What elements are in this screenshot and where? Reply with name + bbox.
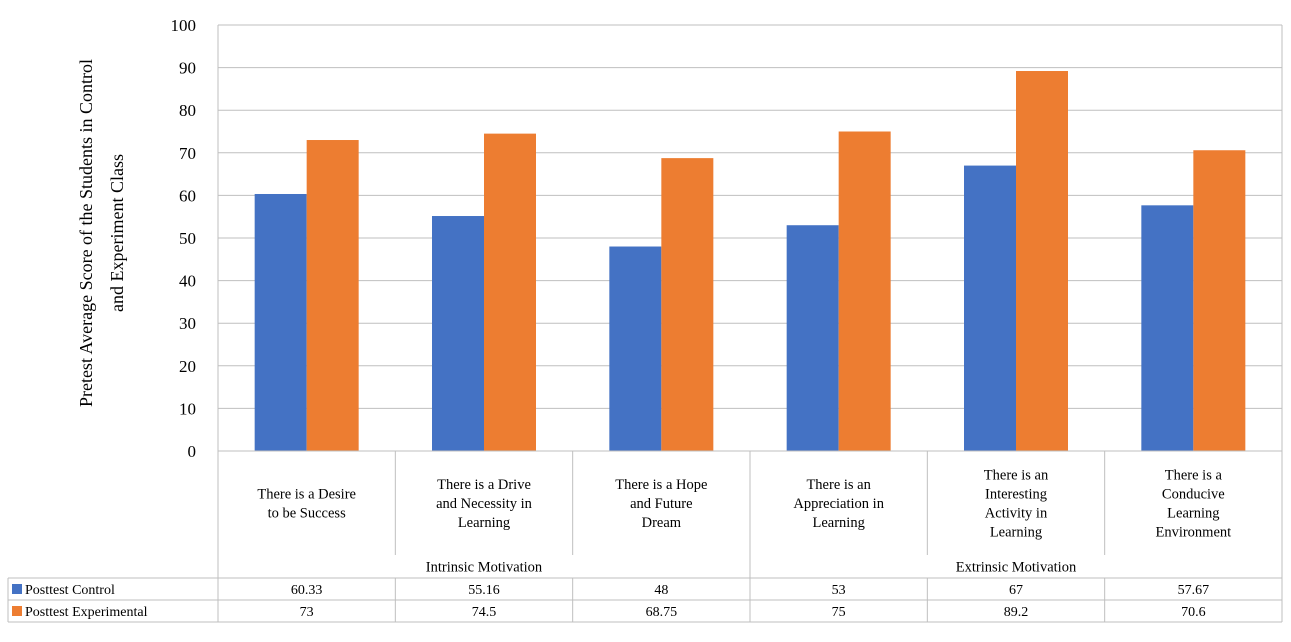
y-tick-label: 100 (171, 16, 197, 35)
data-table-value: 68.75 (646, 605, 678, 620)
legend-entry: Posttest Experimental (25, 605, 148, 620)
data-table-value: 57.67 (1178, 583, 1210, 598)
y-tick-label: 90 (179, 59, 196, 78)
y-tick-label: 70 (179, 144, 196, 163)
x-tick-label: There is a Desire to be Success (257, 487, 356, 522)
y-tick-label: 50 (179, 229, 196, 248)
bar-control-5 (964, 165, 1016, 451)
bar-control-4 (786, 225, 839, 451)
data-table-value: 73 (300, 605, 314, 620)
bar-control-6 (1141, 205, 1194, 451)
data-table-value: 55.16 (468, 583, 500, 598)
data-table: There is a Desire to be Success There is a… (7, 451, 1283, 623)
y-tick-label: 80 (179, 101, 196, 120)
bar-experimental-2 (484, 133, 536, 451)
bar-experimental-4 (838, 131, 891, 451)
bar-experimental-3 (661, 158, 714, 451)
bar-experimental-6 (1193, 150, 1246, 451)
y-tick-label: 60 (179, 186, 196, 205)
x-tick-label: There is a Drive and Necessity in Learning (436, 477, 533, 531)
y-tick-label: 0 (188, 442, 197, 461)
data-table-value: 48 (654, 583, 668, 598)
x-tick-label: There is an Interesting Activity in Learnin… (984, 468, 1049, 541)
y-tick-label: 40 (179, 272, 196, 291)
bars (254, 71, 1246, 452)
bar-control-2 (432, 216, 484, 451)
legend-swatch (12, 584, 22, 594)
x-tick-label: There is a Hope and Future Dream (615, 477, 707, 531)
data-table-value: 89.2 (1004, 605, 1029, 620)
data-table-value: 60.33 (291, 583, 323, 598)
legend-entry: Posttest Control (25, 583, 115, 598)
y-axis-label-line-1: Pretest Average Score of the Students in… (76, 59, 96, 407)
y-axis-ticks: 0 10 20 30 40 50 60 70 80 90 100 (171, 16, 197, 461)
bar-control-3 (609, 246, 662, 451)
bar-control-1 (254, 193, 307, 451)
x-tick-label: There is a Conducive Learning Environment (1155, 468, 1231, 541)
y-tick-label: 20 (179, 357, 196, 376)
data-table-value: 70.6 (1181, 605, 1206, 620)
data-table-value: 67 (1009, 583, 1023, 598)
data-table-value: 75 (832, 605, 846, 620)
y-tick-label: 30 (179, 314, 196, 333)
data-table-value: 53 (832, 583, 846, 598)
gridlines (218, 24, 1282, 409)
group-label: Extrinsic Motivation (956, 560, 1077, 576)
y-tick-label: 10 (179, 399, 196, 418)
bar-experimental-5 (1016, 71, 1068, 452)
y-axis-label-line-2: and Experiment Class (107, 154, 127, 312)
data-table-value: 74.5 (472, 605, 497, 620)
bar-experimental-1 (306, 140, 359, 451)
x-tick-label: There is an Appreciation in Learning (793, 477, 884, 531)
group-label: Intrinsic Motivation (426, 560, 543, 576)
legend-swatch (12, 606, 22, 616)
